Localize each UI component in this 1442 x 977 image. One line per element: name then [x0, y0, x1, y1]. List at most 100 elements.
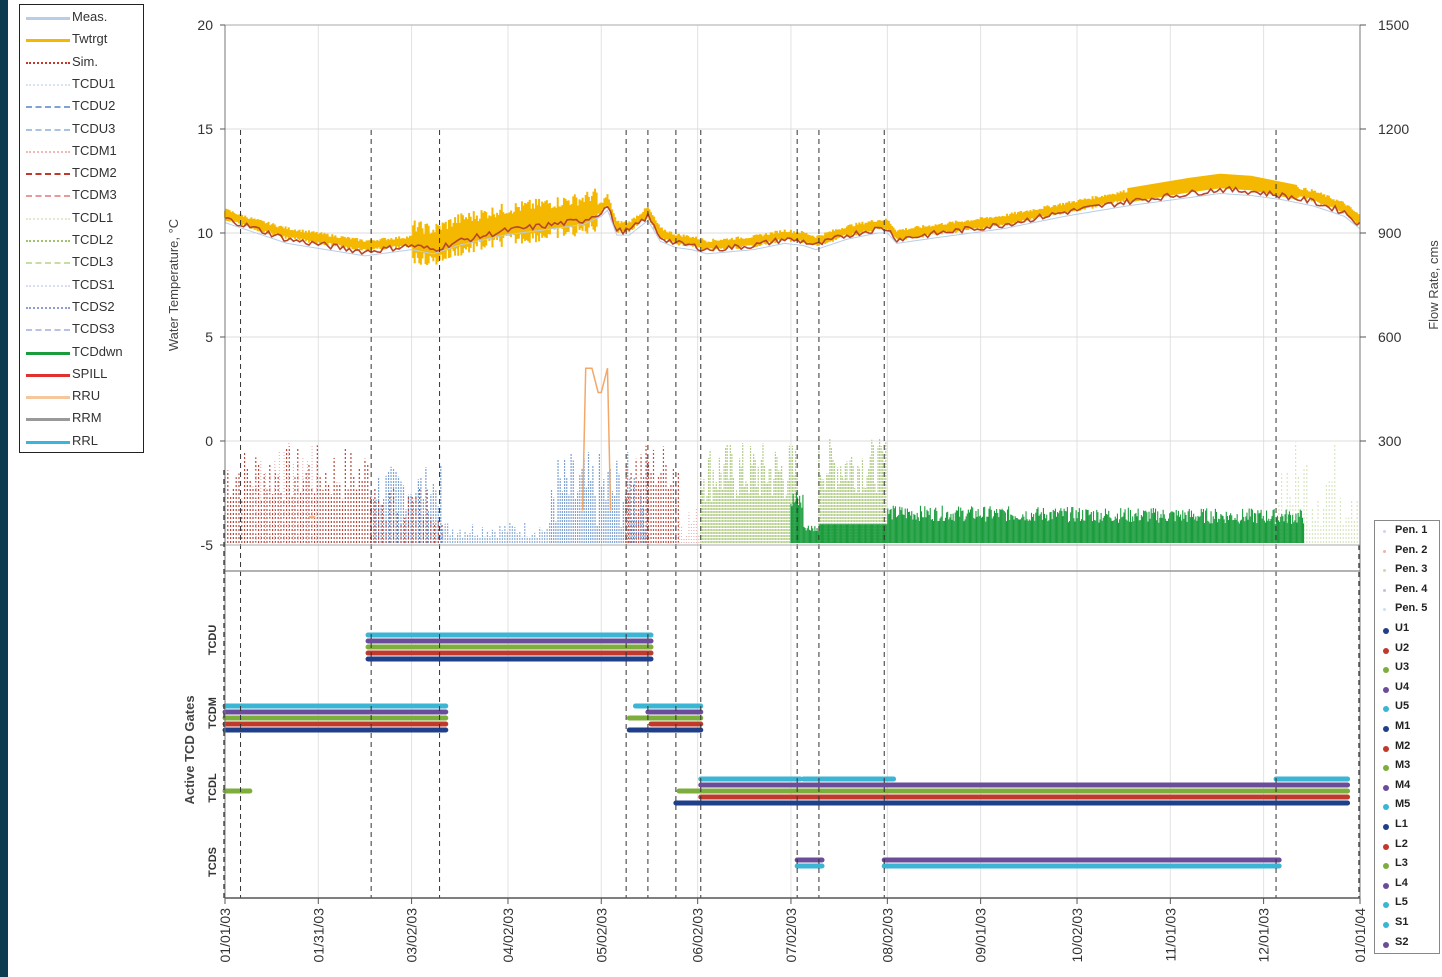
y-tick-label-left: 20: [197, 17, 213, 33]
gate-legend-item: U2: [1375, 642, 1439, 662]
gate-legend-item: L1: [1375, 818, 1439, 838]
x-tick-label: 08/02/03: [879, 908, 895, 963]
legend-item: TCDL1: [20, 210, 140, 230]
legend-swatch: [26, 83, 70, 86]
gate-legend-marker: [1383, 667, 1389, 674]
gate-timeline-plot: [222, 632, 1351, 869]
sim-temperature-line: [224, 185, 1361, 256]
gate-legend-marker: [1383, 549, 1386, 553]
gate-legend-item: S1: [1375, 916, 1439, 936]
y-tick-label-left: -5: [201, 537, 214, 553]
x-tick-label: 06/02/03: [690, 908, 706, 963]
gate-legend-label: Pen. 4: [1395, 582, 1428, 595]
legend-swatch: [26, 418, 70, 422]
legend-label: TCDU1: [72, 75, 116, 91]
gate-legend-marker: [1383, 804, 1389, 811]
gate-legend-item: L5: [1375, 896, 1439, 916]
y-tick-label-left: 15: [197, 121, 213, 137]
gate-legend-marker: [1383, 941, 1389, 948]
meas-temperature-line: [224, 192, 1361, 257]
y-tick-label-right: 300: [1378, 433, 1402, 449]
y-tick-label-right: 900: [1378, 225, 1402, 241]
legend-item: TCDS1: [20, 277, 140, 297]
legend-swatch: [26, 262, 70, 265]
gate-legend-item: Pen. 2: [1375, 544, 1439, 564]
legend-label: Meas.: [72, 9, 108, 24]
rru-flow-line: [581, 367, 612, 511]
legend-item: Sim.: [20, 54, 140, 74]
gate-change-lines: [223, 130, 1360, 898]
legend-item: TCDS3: [20, 321, 140, 341]
x-tick-label: 11/01/03: [1162, 908, 1178, 962]
gate-legend-marker: [1383, 902, 1389, 909]
legend-label: TCDM2: [72, 165, 117, 181]
gate-legend-label: S1: [1395, 916, 1409, 928]
gate-legend-label: Pen. 2: [1395, 543, 1428, 556]
axes: 01/01/03 01/31/03 03/02/03 04/02/03 05/02/03…: [166, 17, 1441, 963]
legend-label: TCDS1: [72, 276, 115, 292]
legend-label: TCDU3: [72, 120, 116, 136]
gate-legend-label: U2: [1395, 641, 1410, 654]
legend-item: Twtrgt: [20, 31, 140, 51]
gantt-row-label: TCDL: [207, 773, 219, 803]
y-axis-title-right: Flow Rate, cms: [1426, 240, 1441, 330]
gate-legend-marker: [1383, 824, 1389, 830]
legend-item: TCDM1: [20, 143, 140, 163]
gate-legend-label: M1: [1395, 720, 1411, 732]
gate-legend-item: S2: [1375, 936, 1439, 956]
gate-legend-item: U5: [1375, 700, 1439, 720]
gate-legend-item: U3: [1375, 661, 1439, 681]
gate-legend-item: Pen. 3: [1375, 563, 1439, 583]
legend-item: RRM: [20, 410, 140, 430]
gate-legend-marker: [1383, 530, 1386, 533]
legend-label: SPILL: [72, 365, 108, 381]
legend-label: TCDS2: [72, 298, 115, 314]
gate-legend-marker: [1383, 784, 1389, 791]
legend-swatch: [26, 306, 70, 309]
gate-legend-marker: [1383, 686, 1389, 693]
legend-item: TCDM3: [20, 187, 140, 207]
legend-label: RRL: [72, 432, 99, 448]
x-tick-label: 03/02/03: [404, 908, 420, 963]
x-tick-label: 12/01/03: [1256, 908, 1272, 963]
gate-legend-label: L2: [1395, 837, 1408, 850]
legend-item: SPILL: [20, 366, 140, 386]
legend-swatch: [26, 17, 70, 20]
legend-swatch: [26, 106, 70, 109]
legend-swatch: [26, 150, 70, 153]
legend-item: TCDL2: [20, 232, 140, 252]
legend-swatch: [26, 128, 70, 131]
legend-label: RRU: [72, 388, 101, 404]
legend-label: TCDM1: [72, 142, 117, 158]
gate-legend-marker: [1383, 922, 1389, 928]
gantt-row-label: TCDS: [207, 847, 219, 877]
gate-legend-label: Pen. 5: [1395, 602, 1428, 615]
legend-item: TCDL3: [20, 254, 140, 274]
legend-item: TCDS2: [20, 299, 140, 319]
legend-swatch: [26, 217, 70, 220]
window-frame-strip: [0, 0, 8, 977]
gate-legend-item: Pen. 4: [1375, 583, 1439, 603]
y-tick-label-left: 5: [205, 329, 213, 345]
gate-legend: Pen. 1 Pen. 2 Pen. 3 Pen. 4 Pen. 5 U1 U2 U3 U4 U5…: [1374, 520, 1440, 954]
legend-item: TCDdwn: [20, 344, 140, 364]
gate-legend-marker: [1383, 765, 1389, 772]
x-tick-label: 07/02/03: [783, 908, 799, 963]
gate-legend-label: U1: [1395, 622, 1410, 634]
gate-legend-label: L3: [1395, 857, 1408, 870]
gate-legend-marker: [1383, 745, 1389, 752]
gate-legend-marker: [1383, 863, 1389, 870]
gate-legend-marker: [1383, 588, 1386, 592]
gate-legend-item: Pen. 5: [1375, 602, 1439, 622]
gate-legend-item: U4: [1375, 681, 1439, 701]
gate-legend-label: U3: [1395, 661, 1410, 674]
legend-swatch: [26, 195, 70, 198]
gate-legend-item: U1: [1375, 622, 1439, 642]
legend-label: Twtrgt: [72, 31, 108, 47]
x-tick-label: 01/31/03: [310, 908, 326, 963]
gate-legend-label: L4: [1395, 876, 1408, 889]
gate-legend-marker: [1383, 647, 1389, 654]
legend-swatch: [26, 396, 70, 400]
temperature-flow-plot: [224, 173, 1361, 543]
gate-legend-marker: [1383, 726, 1389, 732]
